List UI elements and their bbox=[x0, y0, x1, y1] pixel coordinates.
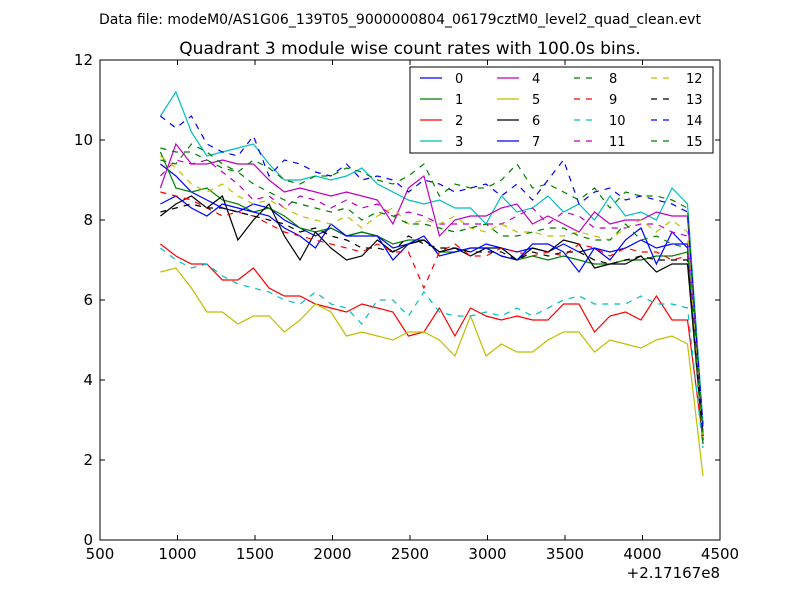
series-line-13 bbox=[160, 203, 704, 437]
legend-label-12: 12 bbox=[686, 72, 703, 87]
legend-frame bbox=[409, 66, 714, 154]
x-tick-label: 1000 bbox=[158, 545, 196, 563]
legend-label-3: 3 bbox=[455, 135, 463, 150]
legend-label-9: 9 bbox=[609, 93, 617, 108]
chart-title: Quadrant 3 module wise count rates with … bbox=[179, 39, 640, 59]
legend-label-15: 15 bbox=[686, 135, 703, 150]
legend-label-2: 2 bbox=[455, 114, 463, 129]
y-tick-label: 12 bbox=[74, 51, 93, 69]
x-tick-label: 500 bbox=[86, 545, 115, 563]
y-tick-label: 4 bbox=[83, 371, 93, 389]
series-line-10 bbox=[160, 247, 704, 449]
x-tick-label: 2000 bbox=[313, 545, 351, 563]
x-tick-label: 1500 bbox=[236, 545, 274, 563]
series-layer bbox=[159, 90, 704, 477]
x-tick-label: 3000 bbox=[468, 545, 506, 563]
y-tick-label: 10 bbox=[74, 131, 93, 149]
legend-label-8: 8 bbox=[609, 72, 617, 87]
suptitle: Data file: modeM0/AS1G06_139T05_90000008… bbox=[99, 12, 701, 28]
x-tick-label: 4500 bbox=[701, 545, 739, 563]
legend-label-1: 1 bbox=[455, 93, 463, 108]
x-tick-label: 4000 bbox=[623, 545, 661, 563]
series-line-8 bbox=[160, 143, 704, 433]
legend-label-5: 5 bbox=[532, 93, 540, 108]
legend-label-13: 13 bbox=[686, 93, 703, 108]
series-line-2 bbox=[160, 243, 704, 441]
x-tick-label: 3500 bbox=[546, 545, 584, 563]
legend-label-6: 6 bbox=[532, 114, 540, 129]
legend-label-10: 10 bbox=[609, 114, 626, 129]
legend-label-7: 7 bbox=[532, 135, 540, 150]
y-tick-label: 2 bbox=[83, 451, 93, 469]
x-tick-label: 2500 bbox=[391, 545, 429, 563]
series-line-12 bbox=[160, 155, 704, 441]
axis-ticks: 500 1000 1500 2000 2500 3000 3500 4000 4500 0 2 4 6 8… bbox=[74, 51, 739, 563]
plot-frame bbox=[99, 59, 721, 541]
series-line-9 bbox=[160, 191, 704, 437]
series-line-3 bbox=[159, 90, 704, 425]
y-tick-label: 8 bbox=[83, 211, 93, 229]
series-line-4 bbox=[159, 142, 704, 441]
series-line-14 bbox=[160, 115, 704, 429]
legend-label-14: 14 bbox=[686, 114, 703, 129]
series-line-5 bbox=[160, 267, 704, 477]
legend-label-11: 11 bbox=[609, 135, 626, 150]
legend-label-4: 4 bbox=[532, 72, 540, 87]
y-tick-label: 0 bbox=[83, 531, 93, 549]
legend-label-0: 0 bbox=[455, 72, 463, 87]
y-tick-label: 6 bbox=[83, 291, 93, 309]
series-line-11 bbox=[159, 159, 704, 425]
series-line-15 bbox=[160, 147, 704, 445]
x-offset-label: +2.17167e8 bbox=[627, 564, 720, 582]
